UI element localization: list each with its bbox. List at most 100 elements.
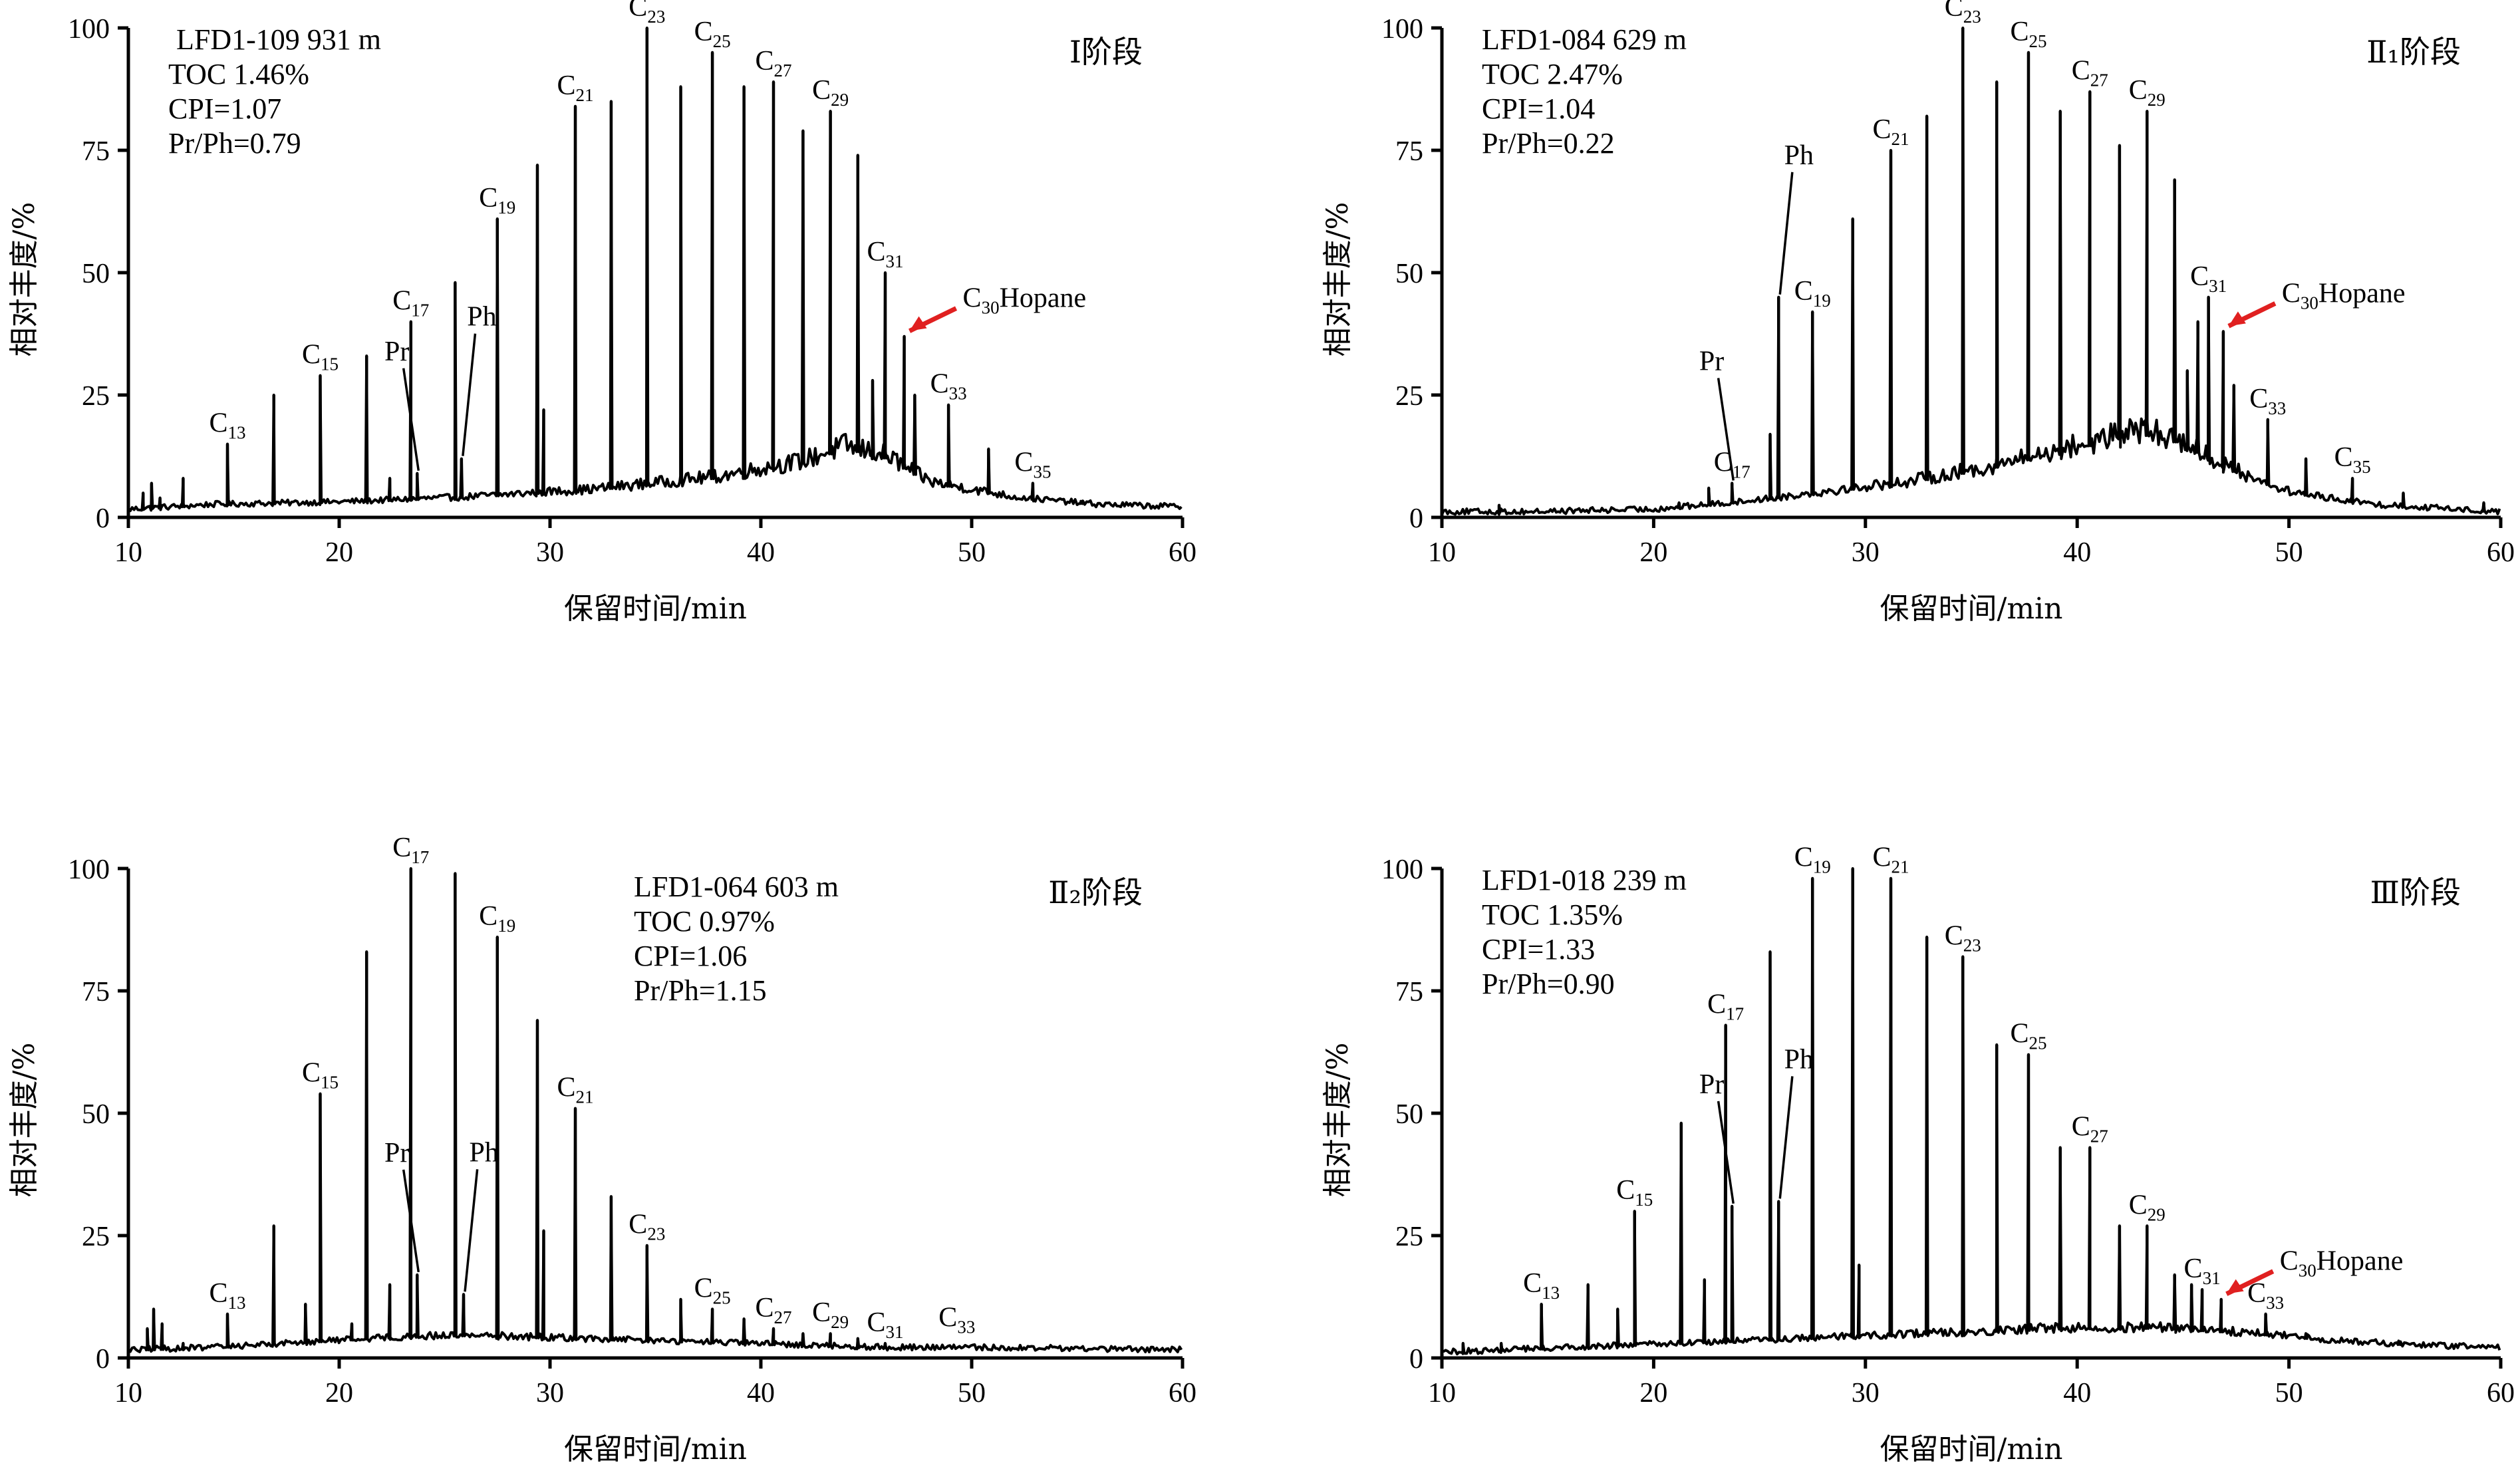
peak-label-c13: C13: [209, 1278, 245, 1313]
peak-label-c27: C27: [756, 1293, 792, 1327]
chart-panel-1: 10 20 30 40 50 60 0 25 50 75 100 保留时间/min 相对丰度/% C13 C…: [7, 0, 1196, 626]
sample-info-line: TOC 2.47%: [1482, 58, 1623, 90]
sample-info-line: LFD1-084 629 m: [1482, 23, 1687, 56]
y-tick-label: 100: [1381, 14, 1423, 45]
x-tick-label: 30: [536, 1378, 564, 1408]
peak-label-c25: C25: [2010, 17, 2046, 51]
y-tick-label: 25: [1395, 1222, 1423, 1252]
sample-info-line: TOC 0.97%: [634, 905, 775, 938]
x-tick-label: 60: [2487, 537, 2515, 568]
x-tick-label: 40: [747, 537, 775, 568]
peak-label-c13: C13: [209, 408, 245, 443]
peak-label-c19: C19: [1794, 276, 1831, 311]
peak-label-c15: C15: [302, 340, 339, 374]
peak-label-c23: C23: [629, 0, 665, 27]
y-tick-label: 50: [1395, 259, 1423, 289]
sample-info-line: CPI=1.06: [634, 940, 747, 972]
peak-label-c21: C21: [1873, 114, 1909, 149]
y-tick-label: 50: [82, 1099, 110, 1130]
hopane-label: C30Hopane: [963, 283, 1087, 318]
sample-info-line: Pr/Ph=0.79: [168, 127, 301, 160]
peak-label-c21: C21: [557, 1073, 594, 1107]
y-tick-label: 0: [96, 1344, 110, 1375]
pr-label: Pr: [1699, 1069, 1724, 1100]
sample-info-line: Pr/Ph=0.90: [1482, 968, 1615, 1000]
y-tick-label: 75: [1395, 977, 1423, 1007]
x-tick-label: 10: [114, 1378, 142, 1408]
chart-panel-3: 10 20 30 40 50 60 0 25 50 75 100 保留时间/min 相对丰度/% C13 C…: [7, 833, 1196, 1466]
x-tick-label: 10: [114, 537, 142, 568]
hopane-arrowhead: [909, 316, 927, 331]
peak-label-c27: C27: [2072, 1112, 2108, 1146]
y-axis-title: 相对丰度/%: [1321, 1043, 1355, 1198]
peak-label-c19: C19: [1794, 843, 1831, 877]
ph-leader-line: [464, 1169, 479, 1292]
y-tick-label: 0: [1409, 503, 1423, 534]
y-tick-label: 100: [68, 855, 110, 885]
peak-label-c33: C33: [2249, 384, 2286, 418]
hopane-label: C30Hopane: [2282, 278, 2406, 313]
peak-label-c17: C17: [1707, 990, 1744, 1024]
x-tick-label: 20: [1639, 537, 1667, 568]
pr-leader-line: [402, 368, 420, 471]
ph-leader-line: [462, 333, 477, 456]
y-axis-title: 相对丰度/%: [1321, 202, 1355, 357]
ph-label: Ph: [1784, 140, 1814, 171]
peak-label-c31: C31: [867, 237, 904, 271]
peak-label-c27: C27: [2072, 56, 2108, 90]
x-axis-title: 保留时间/min: [1880, 592, 2063, 626]
peak-label-c29: C29: [2129, 1190, 2166, 1224]
sample-info-line: CPI=1.07: [168, 92, 281, 125]
pr-leader-line: [1717, 378, 1735, 481]
x-axis-title: 保留时间/min: [1880, 1432, 2063, 1466]
y-tick-label: 50: [1395, 1099, 1423, 1130]
peak-label-c17: C17: [392, 286, 429, 321]
peak-label-c19: C19: [479, 901, 515, 936]
sample-info-line: LFD1-109 931 m: [176, 23, 381, 56]
y-axis-title: 相对丰度/%: [7, 202, 41, 357]
x-tick-label: 30: [1852, 537, 1880, 568]
peak-label-c29: C29: [2129, 75, 2166, 110]
chromatogram-trace: [1441, 27, 2501, 516]
x-tick-label: 20: [325, 1378, 353, 1408]
sample-info-line: CPI=1.04: [1482, 92, 1595, 125]
y-axis-title: 相对丰度/%: [7, 1043, 41, 1198]
peak-label-c13: C13: [1523, 1268, 1560, 1303]
ph-label: Ph: [1784, 1044, 1814, 1075]
chromatogram-trace: [127, 27, 1183, 513]
stage-label: Ⅱ₂阶段: [1048, 874, 1143, 910]
y-tick-label: 25: [82, 1222, 110, 1252]
peak-label-c17: C17: [392, 833, 429, 867]
peak-label-c23: C23: [629, 1210, 665, 1244]
x-tick-label: 40: [2063, 1378, 2091, 1408]
y-tick-label: 75: [82, 977, 110, 1007]
x-tick-label: 50: [2275, 537, 2303, 568]
peak-label-c27: C27: [756, 46, 792, 80]
ph-label: Ph: [469, 1137, 498, 1168]
y-tick-label: 0: [96, 503, 110, 534]
peak-label-c23: C23: [1945, 920, 1981, 955]
peak-label-c31: C31: [2184, 1254, 2221, 1288]
peak-label-c35: C35: [2334, 442, 2371, 477]
x-tick-label: 10: [1428, 1378, 1456, 1408]
chromatogram-trace: [128, 867, 1183, 1354]
x-tick-label: 30: [536, 537, 564, 568]
x-tick-label: 40: [2063, 537, 2091, 568]
x-tick-label: 30: [1852, 1378, 1880, 1408]
y-tick-label: 0: [1409, 1344, 1423, 1375]
x-tick-label: 50: [958, 537, 986, 568]
x-tick-label: 50: [2275, 1378, 2303, 1408]
peak-label-c31: C31: [2190, 261, 2227, 296]
sample-info-line: Pr/Ph=0.22: [1482, 127, 1615, 160]
stage-label: Ⅱ₁阶段: [2366, 34, 2461, 70]
peak-label-c21: C21: [1873, 843, 1909, 877]
x-axis-title: 保留时间/min: [564, 592, 747, 626]
sample-info-line: CPI=1.33: [1482, 933, 1595, 966]
peak-label-c25: C25: [2010, 1019, 2046, 1053]
pr-label: Pr: [1699, 346, 1724, 376]
x-tick-label: 40: [747, 1378, 775, 1408]
peak-label-c33: C33: [2247, 1278, 2284, 1313]
peak-label-c25: C25: [694, 17, 731, 51]
peak-label-c29: C29: [812, 1297, 849, 1332]
